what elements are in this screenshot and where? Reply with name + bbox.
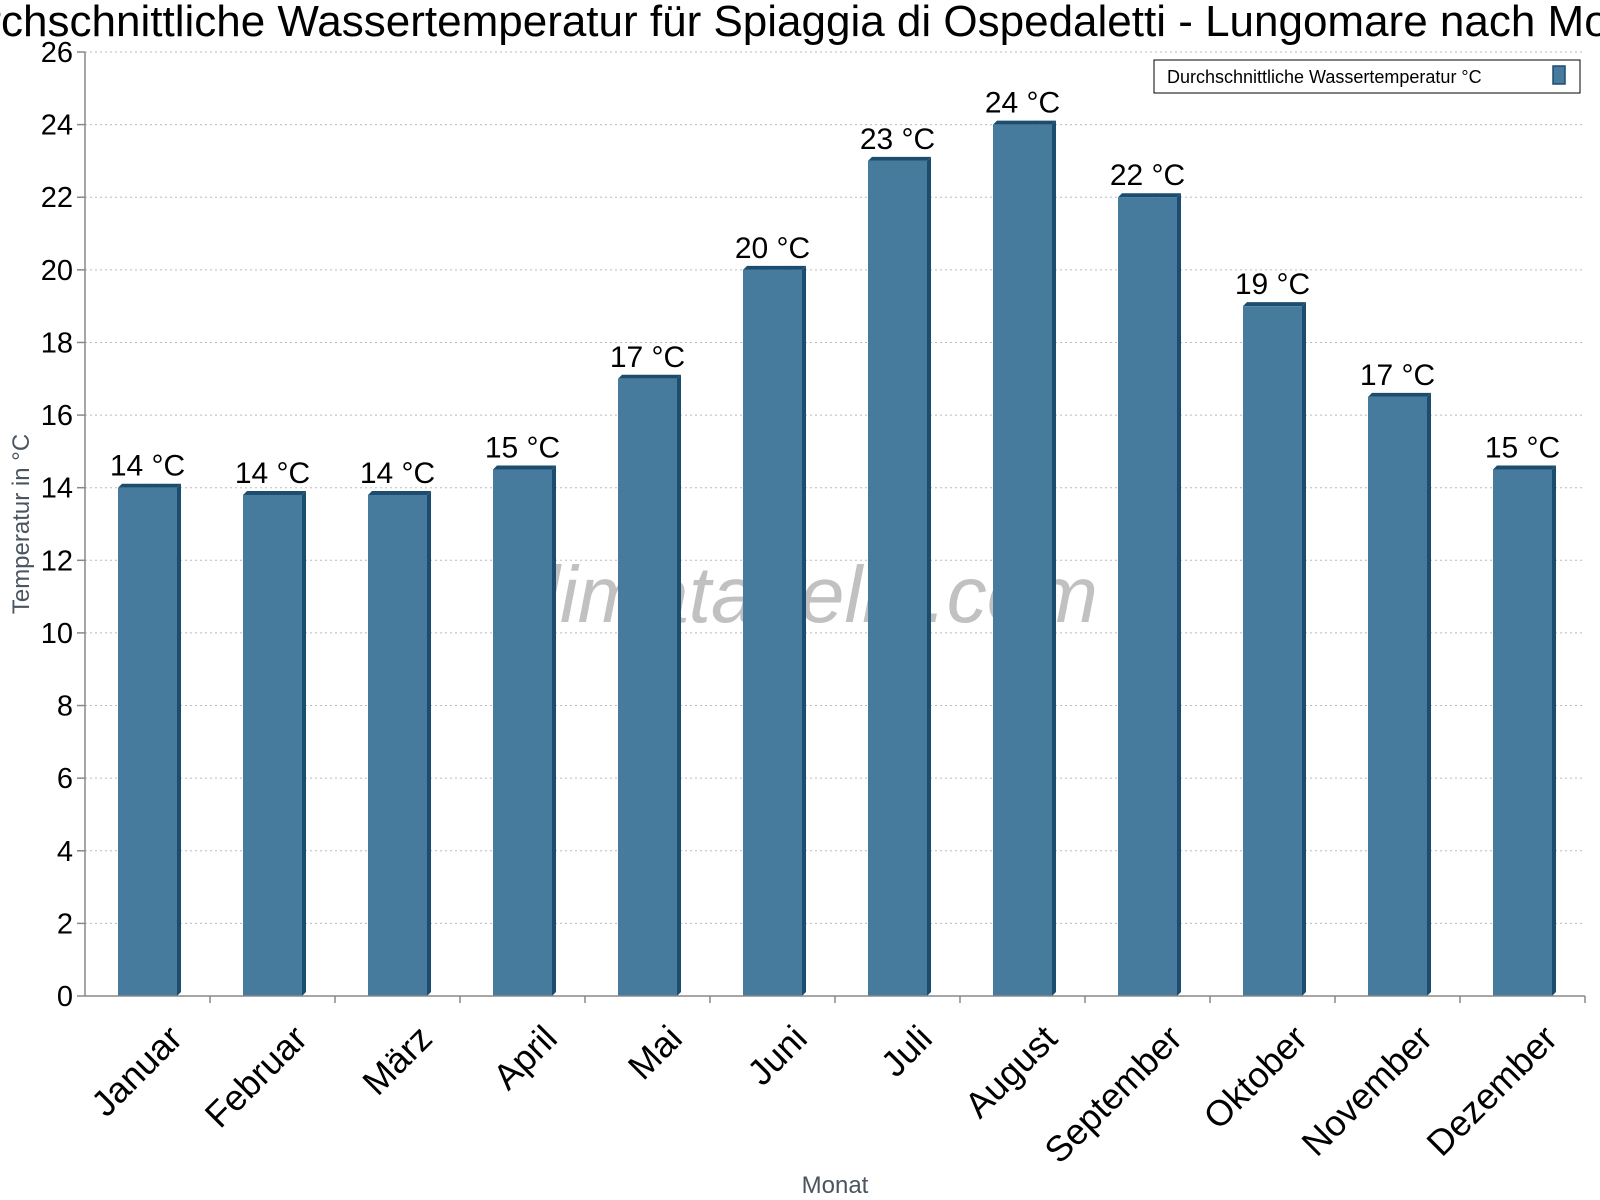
data-labels: 14 °C 14 °C 14 °C 15 °C 17 °C 20 °C 23 °C 24 °C… — [110, 87, 1560, 490]
bar — [243, 490, 306, 996]
y-axis-title: Temperatur in °C — [8, 434, 35, 614]
data-label: 15 °C — [1485, 432, 1560, 465]
bar-side — [1427, 392, 1431, 996]
bar — [1493, 465, 1556, 996]
y-tick-label: 6 — [57, 763, 73, 795]
data-label: 20 °C — [735, 232, 810, 265]
bar-side — [802, 265, 806, 996]
x-axis-title: Monat — [802, 1172, 869, 1199]
bar-top — [1243, 302, 1306, 307]
bar-side — [177, 483, 181, 996]
bar-top — [243, 490, 306, 495]
bar-face — [1118, 197, 1177, 996]
y-tick-label: 8 — [57, 691, 73, 723]
y-tick-label: 26 — [41, 37, 73, 69]
data-label: 14 °C — [360, 457, 435, 490]
bar-side — [927, 156, 931, 996]
bar — [993, 120, 1056, 997]
bar — [1243, 302, 1306, 997]
y-tick-label: 16 — [41, 400, 73, 432]
chart-title: Durchschnittliche Wassertemperatur für S… — [0, 0, 1600, 46]
bar — [743, 265, 806, 996]
data-label: 15 °C — [485, 432, 560, 465]
data-label: 14 °C — [235, 457, 310, 490]
bar-side — [552, 465, 556, 996]
grid-lines — [85, 51, 1585, 924]
bar-face — [493, 469, 552, 996]
data-label: 22 °C — [1110, 159, 1185, 192]
bar-top — [618, 374, 681, 379]
bar-side — [1052, 120, 1056, 997]
bar-top — [118, 483, 181, 488]
y-tick-label: 4 — [57, 836, 73, 868]
y-tick-label: 0 — [57, 981, 73, 1013]
y-tick-label: 10 — [41, 618, 73, 650]
bar-face — [868, 160, 927, 996]
legend-box — [1153, 59, 1581, 94]
data-label: 17 °C — [610, 341, 685, 374]
bar-face — [1243, 306, 1302, 997]
bar-top — [993, 120, 1056, 125]
bar-side — [1302, 302, 1306, 997]
legend: Durchschnittliche Wassertemperatur °C — [1153, 59, 1581, 94]
bar-side — [1177, 193, 1181, 996]
bar-side — [302, 490, 306, 996]
bar — [118, 483, 181, 996]
bar-side — [1552, 465, 1556, 996]
bar-face — [618, 378, 677, 996]
data-label: 24 °C — [985, 87, 1060, 120]
bar-face — [743, 269, 802, 996]
legend-swatch — [1552, 65, 1566, 85]
bar-top — [868, 156, 931, 161]
bar-face — [993, 124, 1052, 997]
y-tick-label: 18 — [41, 327, 73, 359]
y-tick-label: 20 — [41, 255, 73, 287]
bar-face — [1368, 396, 1427, 996]
bar — [868, 156, 931, 996]
bar-side — [677, 374, 681, 996]
bar-top — [743, 265, 806, 270]
data-label: 23 °C — [860, 123, 935, 156]
legend-label: Durchschnittliche Wassertemperatur °C — [1167, 67, 1482, 87]
data-label: 17 °C — [1360, 359, 1435, 392]
bar-face — [1493, 469, 1552, 996]
bar-face — [368, 494, 427, 996]
bar — [493, 465, 556, 996]
bar-top — [1118, 193, 1181, 198]
bar — [1118, 193, 1181, 996]
bar — [618, 374, 681, 996]
y-tick-label: 2 — [57, 908, 73, 940]
bar-face — [118, 487, 177, 996]
y-tick-label: 12 — [41, 545, 73, 577]
bar — [368, 490, 431, 996]
bar-top — [1493, 465, 1556, 470]
y-tick-label: 22 — [41, 182, 73, 214]
bar — [1368, 392, 1431, 996]
data-label: 14 °C — [110, 450, 185, 483]
bar-top — [368, 490, 431, 495]
bar-side — [427, 490, 431, 996]
bar-face — [243, 494, 302, 996]
bar-top — [1368, 392, 1431, 397]
bar-top — [493, 465, 556, 470]
y-tick-label: 14 — [41, 473, 73, 505]
bars — [118, 120, 1556, 997]
data-label: 19 °C — [1235, 268, 1310, 301]
y-tick-label: 24 — [41, 110, 73, 142]
